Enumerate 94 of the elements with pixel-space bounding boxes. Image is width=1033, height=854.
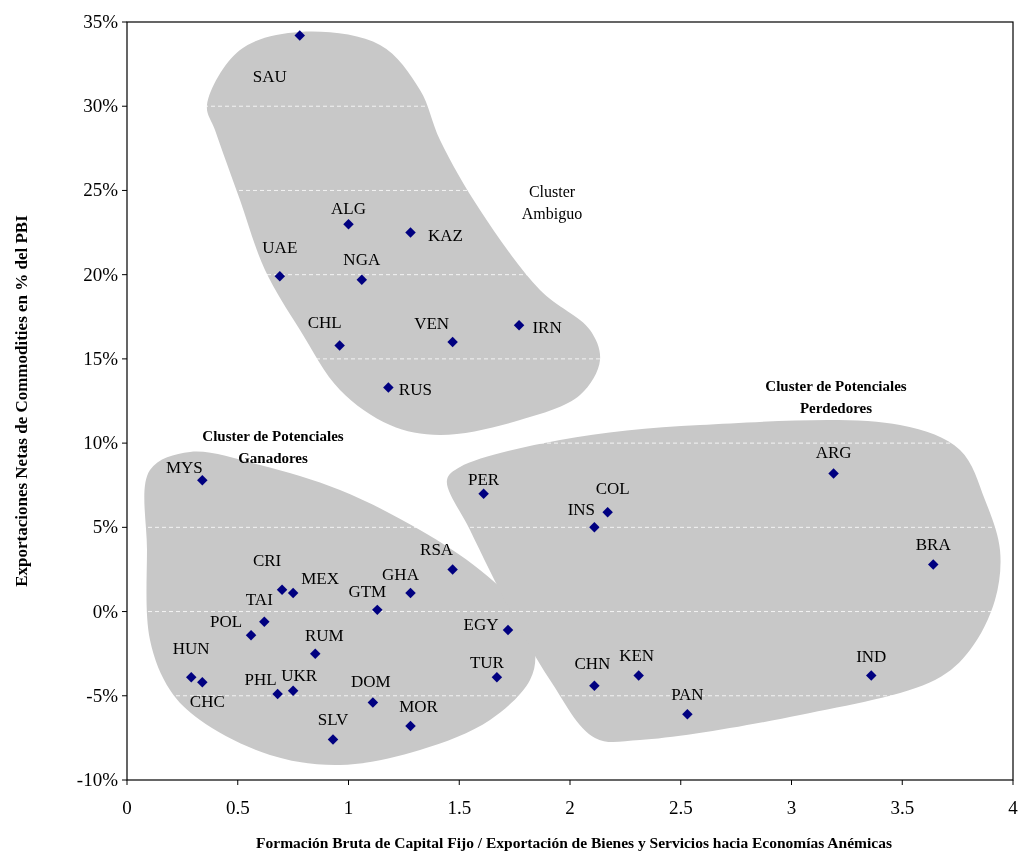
annotation: Cluster Ambiguo xyxy=(521,183,583,223)
data-label: UKR xyxy=(281,665,318,685)
y-tick-label: 10% xyxy=(83,432,119,454)
point xyxy=(272,688,283,700)
data-label: CHL xyxy=(307,313,342,333)
point xyxy=(367,697,379,708)
x-tick-label: 3 xyxy=(786,797,797,818)
data-label: RUM xyxy=(304,625,344,645)
y-tick-label: 30% xyxy=(83,95,119,117)
x-tick-label: 2.5 xyxy=(668,797,693,818)
data-label: RSA xyxy=(420,540,454,560)
data-label: IRN xyxy=(532,318,562,338)
data-label: VEN xyxy=(414,314,450,334)
x-tick-label: 3.5 xyxy=(890,797,915,818)
point xyxy=(356,274,368,285)
data-label: DOM xyxy=(351,671,391,691)
data-label: CHC xyxy=(189,692,225,712)
point xyxy=(245,629,257,641)
point xyxy=(682,709,693,720)
point xyxy=(602,506,613,518)
point xyxy=(405,587,416,599)
data-label: RUS xyxy=(398,379,432,399)
point xyxy=(185,672,197,683)
data-label: INS xyxy=(567,500,596,520)
x-tick-label: 2 xyxy=(565,797,575,818)
annotation: Cluster de Potenciales Ganadores xyxy=(202,428,344,466)
data-label: CRI xyxy=(252,550,282,570)
point xyxy=(259,616,270,627)
data-label: PER xyxy=(468,469,500,489)
data-label: KEN xyxy=(619,645,655,665)
data-label: IND xyxy=(856,646,887,666)
data-label: MEX xyxy=(301,569,340,589)
data-label: TUR xyxy=(469,653,505,673)
x-tick-label: 4 xyxy=(1008,797,1019,818)
data-label: ALG xyxy=(331,199,366,219)
y-tick-label: 5% xyxy=(92,516,119,538)
x-tick-label: 1 xyxy=(343,797,354,818)
data-label: SAU xyxy=(252,67,287,87)
data-label: TAI xyxy=(245,589,274,609)
point xyxy=(334,340,345,351)
data-label: MOR xyxy=(399,697,439,717)
point xyxy=(478,488,489,499)
point xyxy=(513,319,525,331)
data-label: BRA xyxy=(915,535,952,555)
point xyxy=(310,648,321,659)
point xyxy=(343,218,354,230)
annotation: Cluster de Potenciales Perdedores xyxy=(765,378,907,416)
x-axis-title: Formación Bruta de Capital Fijo / Exportación de Bienes y Servicios hacia Economías Anémicas xyxy=(256,834,892,851)
data-label: PHL xyxy=(244,670,277,690)
point xyxy=(866,670,877,681)
point xyxy=(276,584,288,595)
point xyxy=(287,587,299,599)
y-tick-label: -5% xyxy=(86,684,119,706)
point xyxy=(502,624,514,636)
point xyxy=(589,680,600,691)
point xyxy=(633,670,644,681)
x-tick-label: 0 xyxy=(122,797,132,818)
data-label: ARG xyxy=(815,443,852,463)
data-label: PAN xyxy=(671,685,704,705)
y-tick-label: 35% xyxy=(83,11,119,32)
point xyxy=(928,559,939,570)
data-label: COL xyxy=(595,479,630,499)
data-label: SLV xyxy=(317,709,349,729)
point xyxy=(447,336,458,348)
data-label: HUN xyxy=(172,639,210,659)
point xyxy=(405,720,416,732)
data-label: KAZ xyxy=(428,225,463,245)
point xyxy=(287,685,299,696)
point xyxy=(383,382,394,393)
point xyxy=(405,227,416,238)
y-tick-label: 25% xyxy=(83,179,119,201)
point xyxy=(197,474,208,486)
x-tick-label: 1.5 xyxy=(447,797,472,818)
y-tick-label: 0% xyxy=(92,600,119,622)
point xyxy=(447,564,458,575)
point xyxy=(197,677,208,688)
y-tick-label: 15% xyxy=(83,347,119,369)
point xyxy=(589,522,600,533)
point xyxy=(372,604,383,616)
x-tick-label: 0.5 xyxy=(225,797,250,818)
y-tick-label: 20% xyxy=(83,263,119,285)
data-label: NGA xyxy=(343,249,381,269)
data-label: MYS xyxy=(165,458,203,478)
point xyxy=(294,30,306,41)
data-label: UAE xyxy=(262,238,298,258)
point xyxy=(828,468,839,479)
data-label: POL xyxy=(209,612,243,632)
data-label: EGY xyxy=(463,615,499,635)
point xyxy=(327,734,339,745)
point xyxy=(274,271,286,282)
point xyxy=(491,672,503,683)
data-label: CHN xyxy=(574,653,611,673)
y-tick-label: -10% xyxy=(76,769,119,790)
y-axis-title: Exportaciones Netas de Commodities en % del PBI xyxy=(12,214,31,587)
